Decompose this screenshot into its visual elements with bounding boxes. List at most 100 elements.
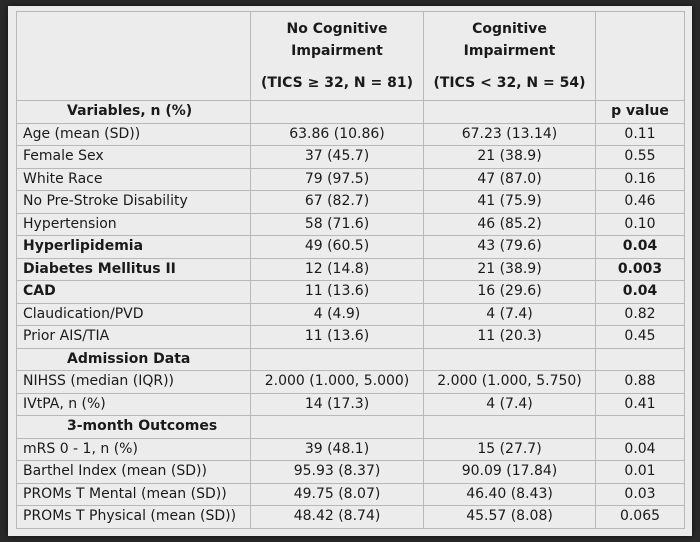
group1-value: 39 (48.1) [250, 437, 424, 461]
p-value: 0.003 [595, 257, 685, 281]
group2-value: 46 (85.2) [423, 212, 596, 236]
table-row: Barthel Index (mean (SD)) 95.93 (8.37) 90.… [16, 460, 685, 484]
table-row: White Race 79 (97.5) 47 (87.0) 0.16 [16, 167, 685, 191]
table-row: PROMs T Physical (mean (SD)) 48.42 (8.74)… [16, 505, 685, 529]
table-row: mRS 0 - 1, n (%) 39 (48.1) 15 (27.7) 0.04 [16, 437, 685, 461]
comparison-table: No Cognitive Impairment (TICS ≥ 32, N = … [16, 11, 685, 529]
group1-value: 12 (14.8) [250, 257, 424, 281]
slide-frame: No Cognitive Impairment (TICS ≥ 32, N = … [8, 6, 692, 536]
header-row: No Cognitive Impairment (TICS ≥ 32, N = … [16, 11, 685, 101]
pvalue-header: p value [595, 100, 685, 124]
row-label: Claudication/PVD [16, 302, 251, 326]
group1-value: 79 (97.5) [250, 167, 424, 191]
group2-value: 11 (20.3) [423, 325, 596, 349]
table-row: Diabetes Mellitus II 12 (14.8) 21 (38.9) 0.… [16, 257, 685, 281]
group1-value: 49.75 (8.07) [250, 482, 424, 506]
p-value: 0.01 [595, 460, 685, 484]
group1-value: 4 (4.9) [250, 302, 424, 326]
group2-value: 90.09 (17.84) [423, 460, 596, 484]
table-row: Prior AIS/TIA 11 (13.6) 11 (20.3) 0.45 [16, 325, 685, 349]
row-label: Age (mean (SD)) [16, 122, 251, 146]
group2-value: 46.40 (8.43) [423, 482, 596, 506]
group2-value: 21 (38.9) [423, 257, 596, 281]
group1-value: 63.86 (10.86) [250, 122, 424, 146]
admission-header: Admission Data [16, 347, 251, 371]
p-value: 0.03 [595, 482, 685, 506]
group2-header: Cognitive Impairment (TICS < 32, N = 54) [423, 11, 596, 101]
row-label: Diabetes Mellitus II [16, 257, 251, 281]
group1-value: 48.42 (8.74) [250, 505, 424, 529]
header-empty-cell [16, 11, 251, 101]
p-value: 0.16 [595, 167, 685, 191]
group1-value: 49 (60.5) [250, 235, 424, 259]
group2-value: 43 (79.6) [423, 235, 596, 259]
table-row: Female Sex 37 (45.7) 21 (38.9) 0.55 [16, 145, 685, 169]
p-value: 0.04 [595, 235, 685, 259]
group2-value: 16 (29.6) [423, 280, 596, 304]
row-label: No Pre-Stroke Disability [16, 190, 251, 214]
row-label: PROMs T Physical (mean (SD)) [16, 505, 251, 529]
group1-value: 11 (13.6) [250, 280, 424, 304]
group2-value: 21 (38.9) [423, 145, 596, 169]
row-label: Prior AIS/TIA [16, 325, 251, 349]
row-label: PROMs T Mental (mean (SD)) [16, 482, 251, 506]
row-label: Barthel Index (mean (SD)) [16, 460, 251, 484]
header-empty-cell [595, 11, 685, 101]
outcomes-header: 3-month Outcomes [16, 415, 251, 439]
group2-title-line1: Cognitive [472, 21, 547, 37]
variables-header: Variables, n (%) [16, 100, 251, 124]
p-value: 0.41 [595, 392, 685, 416]
table-row: CAD 11 (13.6) 16 (29.6) 0.04 [16, 280, 685, 304]
table-row: NIHSS (median (IQR)) 2.000 (1.000, 5.000)… [16, 370, 685, 394]
group2-value: 15 (27.7) [423, 437, 596, 461]
group1-header: No Cognitive Impairment (TICS ≥ 32, N = … [250, 11, 424, 101]
table-row: Claudication/PVD 4 (4.9) 4 (7.4) 0.82 [16, 302, 685, 326]
p-value: 0.45 [595, 325, 685, 349]
group1-value: 14 (17.3) [250, 392, 424, 416]
table-row: PROMs T Mental (mean (SD)) 49.75 (8.07) 46… [16, 482, 685, 506]
group2-value: 67.23 (13.14) [423, 122, 596, 146]
group1-criteria: (TICS ≥ 32, N = 81) [260, 75, 413, 91]
group2-criteria: (TICS < 32, N = 54) [433, 75, 586, 91]
group1-value: 58 (71.6) [250, 212, 424, 236]
p-value: 0.04 [595, 437, 685, 461]
p-value: 0.04 [595, 280, 685, 304]
row-label: CAD [16, 280, 251, 304]
group2-value: 4 (7.4) [423, 392, 596, 416]
p-value: 0.10 [595, 212, 685, 236]
group2-value: 4 (7.4) [423, 302, 596, 326]
group1-value: 67 (82.7) [250, 190, 424, 214]
table-row: Hyperlipidemia 49 (60.5) 43 (79.6) 0.04 [16, 235, 685, 259]
row-label: White Race [16, 167, 251, 191]
group1-value: 95.93 (8.37) [250, 460, 424, 484]
p-value: 0.82 [595, 302, 685, 326]
row-label: Female Sex [16, 145, 251, 169]
table-row: IVtPA, n (%) 14 (17.3) 4 (7.4) 0.41 [16, 392, 685, 416]
table-row: Age (mean (SD)) 63.86 (10.86) 67.23 (13.14… [16, 122, 685, 146]
outcomes-header-row: 3-month Outcomes [16, 415, 685, 439]
p-value: 0.88 [595, 370, 685, 394]
group2-value: 45.57 (8.08) [423, 505, 596, 529]
p-value: 0.11 [595, 122, 685, 146]
group1-value: 37 (45.7) [250, 145, 424, 169]
group2-value: 47 (87.0) [423, 167, 596, 191]
table-row: Hypertension 58 (71.6) 46 (85.2) 0.10 [16, 212, 685, 236]
table-row: No Pre-Stroke Disability 67 (82.7) 41 (75.… [16, 190, 685, 214]
group2-value: 2.000 (1.000, 5.750) [423, 370, 596, 394]
group2-title-line2: Impairment [463, 43, 556, 59]
p-value: 0.065 [595, 505, 685, 529]
row-label: Hypertension [16, 212, 251, 236]
row-label: Hyperlipidemia [16, 235, 251, 259]
group1-title-line2: Impairment [291, 43, 383, 59]
admission-header-row: Admission Data [16, 347, 685, 371]
p-value: 0.55 [595, 145, 685, 169]
row-label: mRS 0 - 1, n (%) [16, 437, 251, 461]
row-label: IVtPA, n (%) [16, 392, 251, 416]
variables-header-row: Variables, n (%) p value [16, 100, 685, 124]
row-label: NIHSS (median (IQR)) [16, 370, 251, 394]
group1-title-line1: No Cognitive [286, 21, 388, 37]
group2-value: 41 (75.9) [423, 190, 596, 214]
group1-value: 11 (13.6) [250, 325, 424, 349]
group1-value: 2.000 (1.000, 5.000) [250, 370, 424, 394]
p-value: 0.46 [595, 190, 685, 214]
